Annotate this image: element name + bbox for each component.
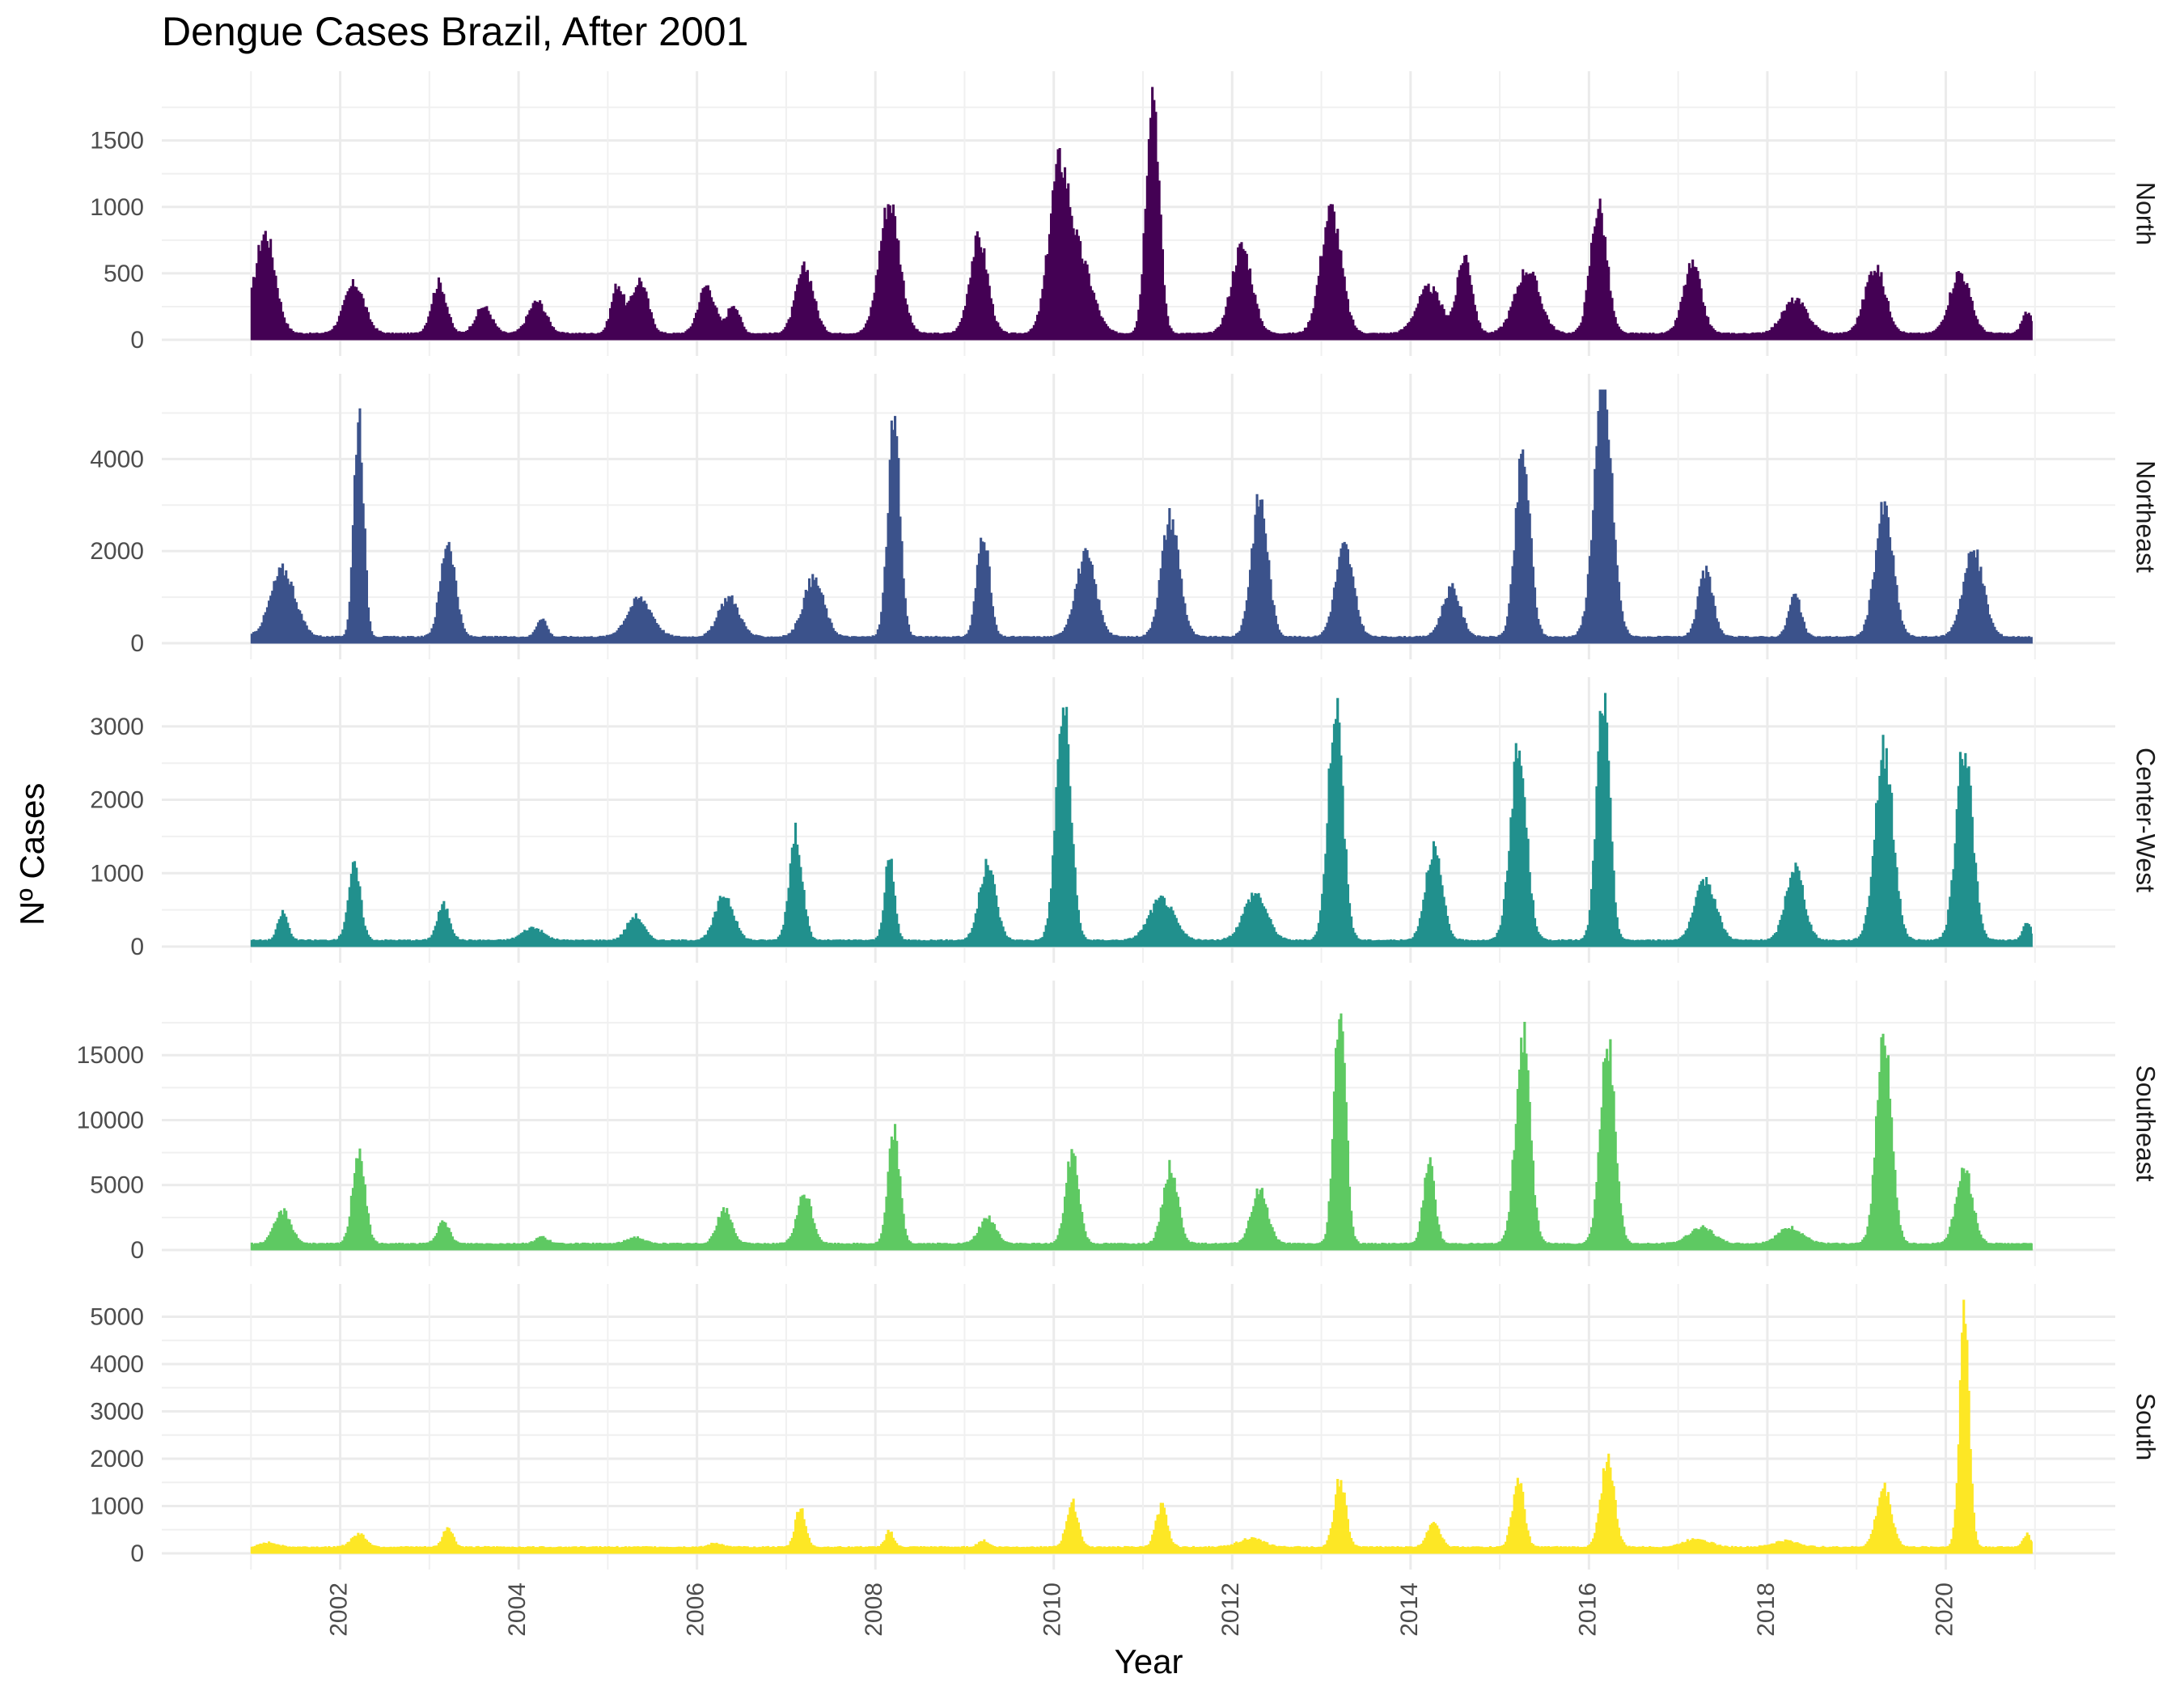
panel-northeast: 0 2000 4000 Northeast <box>90 374 2161 659</box>
y-tick-label: 1500 <box>90 128 144 155</box>
panel-north: 0 500 1000 1500 North <box>90 71 2161 356</box>
series-area-south <box>250 1299 2033 1554</box>
strip-label-southeast: Southeast <box>2131 1065 2161 1181</box>
series-area-center-west <box>250 693 2033 947</box>
y-tick-label: 4000 <box>90 446 144 472</box>
strip-label-north: North <box>2131 182 2161 245</box>
y-tick-label: 1000 <box>90 860 144 887</box>
x-tick-label: 2006 <box>683 1582 709 1637</box>
panel-center-west: 0 1000 2000 3000 Center-West <box>90 677 2161 963</box>
x-tick-label: 2020 <box>1931 1582 1958 1637</box>
y-axis-title: Nº Cases <box>13 782 51 926</box>
y-tick-label: 2000 <box>90 538 144 565</box>
series-area-southeast <box>250 1013 2033 1251</box>
y-tick-label: 5000 <box>90 1172 144 1199</box>
x-tick-label: 2004 <box>504 1582 531 1637</box>
y-tick-label: 4000 <box>90 1351 144 1378</box>
y-tick-label: 0 <box>130 1540 144 1567</box>
panel-southeast: 0 5000 10000 15000 Southeast <box>77 981 2161 1266</box>
x-tick-label: 2008 <box>861 1582 887 1637</box>
y-tick-label: 2000 <box>90 1446 144 1472</box>
strip-label-center-west: Center-West <box>2131 748 2161 892</box>
y-tick-label: 5000 <box>90 1303 144 1330</box>
y-tick-label: 10000 <box>77 1107 144 1133</box>
x-tick-label: 2002 <box>325 1582 352 1637</box>
y-tick-label: 0 <box>130 630 144 657</box>
y-tick-label: 0 <box>130 934 144 960</box>
x-tick-label: 2010 <box>1039 1582 1066 1637</box>
y-tick-label: 3000 <box>90 714 144 740</box>
y-tick-label: 500 <box>104 261 144 287</box>
x-tick-label: 2016 <box>1574 1582 1601 1637</box>
series-area-north <box>250 87 2033 341</box>
x-tick-label: 2012 <box>1217 1582 1244 1637</box>
y-tick-label: 0 <box>130 1237 144 1264</box>
x-tick-label: 2014 <box>1396 1582 1423 1637</box>
x-axis-title: Year <box>1114 1642 1183 1680</box>
y-tick-label: 0 <box>130 327 144 354</box>
y-tick-label: 3000 <box>90 1398 144 1425</box>
x-tick-label: 2018 <box>1753 1582 1780 1637</box>
strip-label-south: South <box>2131 1393 2161 1461</box>
x-axis: 2002 2004 2006 2008 2010 2012 2014 2016 2018 2020 <box>325 1582 1958 1637</box>
series-area-northeast <box>250 389 2033 644</box>
y-tick-label: 2000 <box>90 787 144 814</box>
y-tick-label: 1000 <box>90 194 144 221</box>
strip-label-northeast: Northeast <box>2131 460 2161 573</box>
panel-south: 0 1000 2000 3000 4000 5000 South <box>90 1284 2161 1570</box>
y-tick-label: 15000 <box>77 1042 144 1069</box>
y-tick-label: 1000 <box>90 1493 144 1519</box>
chart-title: Dengue Cases Brazil, After 2001 <box>162 9 749 54</box>
